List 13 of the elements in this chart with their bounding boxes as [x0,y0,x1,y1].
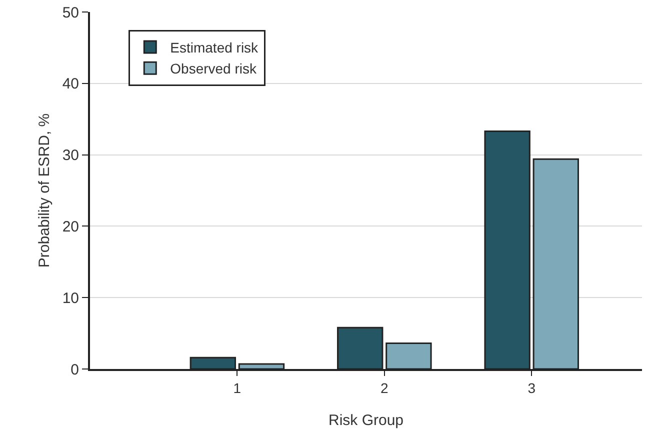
x-tick-label: 2 [380,380,388,396]
y-tick-label: 10 [62,290,79,307]
x-tick-label: 1 [233,380,242,396]
legend-label: Observed risk [170,60,258,77]
legend-label: Estimated risk [170,39,260,56]
y-tick-label: 0 [70,361,79,378]
y-tick-label: 40 [62,76,79,93]
x-axis-title: Risk Group [328,412,404,429]
x-tick-label: 3 [528,380,536,396]
y-tick-label: 20 [62,218,79,236]
y-tick-label: 50 [62,4,79,22]
y-axis-title: Probability of ESRD, % [36,113,53,268]
y-tick-label: 30 [62,147,79,164]
